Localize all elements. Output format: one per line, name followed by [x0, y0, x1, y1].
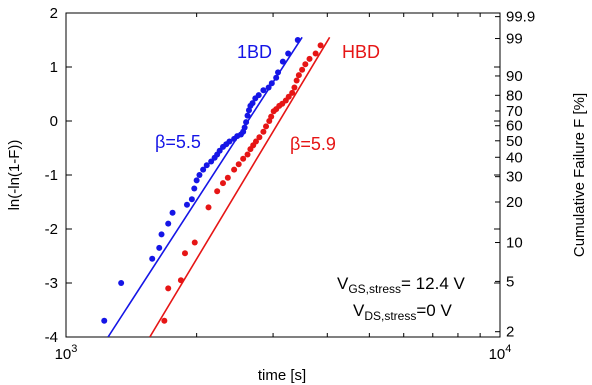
- data-point-HBD: [268, 113, 275, 120]
- data-point-HBD: [191, 239, 198, 246]
- data-point-1BD: [188, 196, 195, 203]
- data-point-HBD: [306, 55, 313, 62]
- data-point-HBD: [177, 277, 184, 284]
- data-point-HBD: [263, 123, 270, 130]
- series-1BD: [101, 36, 303, 337]
- y-axis-label-left: ln(-ln(1-F)): [6, 140, 23, 211]
- x-tick-label: 103: [55, 343, 78, 363]
- data-point-1BD: [275, 69, 282, 76]
- data-point-HBD: [299, 66, 306, 73]
- data-point-HBD: [165, 285, 172, 292]
- data-point-HBD: [252, 138, 259, 145]
- data-point-1BD: [200, 166, 207, 173]
- vds-condition: VDS,stress=0 V: [353, 301, 452, 323]
- vgs-condition: VGS,stress= 12.4 V: [337, 274, 465, 296]
- series-label-1bd: 1BD: [237, 42, 272, 62]
- x-tick-label: 104: [489, 343, 512, 363]
- fit-line-HBD: [149, 36, 331, 337]
- data-point-HBD: [260, 128, 267, 135]
- data-point-HBD: [317, 42, 324, 49]
- data-point-HBD: [295, 72, 302, 79]
- data-point-HBD: [289, 89, 296, 96]
- series-label-hbd: HBD: [342, 42, 380, 62]
- data-point-1BD: [191, 185, 198, 192]
- right-tick-label: 40: [506, 149, 523, 166]
- y-tick-label: 0: [50, 113, 58, 130]
- data-point-HBD: [161, 317, 168, 324]
- data-point-1BD: [183, 201, 190, 208]
- right-tick-label: 99: [506, 31, 523, 48]
- data-point-HBD: [224, 174, 231, 181]
- data-point-1BD: [241, 124, 248, 131]
- y-axis-label-right: Cumulative Failure F [%]: [571, 93, 588, 257]
- data-point-1BD: [158, 231, 165, 238]
- data-point-1BD: [294, 37, 301, 43]
- y-tick-label: -2: [45, 221, 58, 238]
- right-tick-label: 99.9: [506, 9, 535, 26]
- y-tick-label: 2: [50, 5, 58, 22]
- series-HBD: [149, 36, 331, 337]
- right-tick-label: 90: [506, 68, 523, 85]
- data-point-1BD: [273, 74, 280, 81]
- right-tick-label: 20: [506, 194, 523, 211]
- data-point-HBD: [214, 188, 221, 195]
- data-point-1BD: [279, 58, 286, 65]
- right-tick-label: 80: [506, 87, 523, 104]
- data-point-1BD: [243, 119, 250, 126]
- right-tick-label: 10: [506, 235, 523, 252]
- right-tick-label: 50: [506, 133, 523, 150]
- data-point-1BD: [169, 209, 176, 216]
- data-point-HBD: [240, 155, 247, 162]
- y-tick-label: -3: [45, 275, 58, 292]
- data-point-HBD: [291, 84, 298, 91]
- data-point-1BD: [149, 255, 156, 262]
- data-point-1BD: [255, 92, 262, 99]
- data-point-1BD: [193, 177, 200, 184]
- right-tick-label: 2: [506, 324, 514, 341]
- right-tick-label: 70: [506, 103, 523, 120]
- data-point-1BD: [196, 172, 203, 178]
- data-point-1BD: [249, 100, 256, 107]
- x-axis-label: time [s]: [258, 367, 306, 384]
- data-point-HBD: [231, 166, 238, 173]
- data-point-HBD: [256, 134, 263, 141]
- series-layer: [101, 36, 331, 337]
- data-point-1BD: [203, 162, 210, 169]
- data-point-HBD: [302, 61, 309, 68]
- data-point-HBD: [205, 204, 212, 211]
- data-point-1BD: [244, 112, 251, 119]
- data-point-1BD: [208, 158, 215, 165]
- y-tick-label: -1: [45, 167, 58, 184]
- data-point-HBD: [244, 151, 251, 158]
- data-point-1BD: [265, 84, 272, 91]
- data-point-1BD: [101, 317, 108, 324]
- data-point-1BD: [260, 87, 267, 94]
- data-point-HBD: [181, 250, 188, 257]
- data-point-1BD: [268, 80, 275, 87]
- data-point-HBD: [235, 161, 242, 168]
- data-point-1BD: [165, 220, 172, 227]
- data-point-HBD: [293, 77, 300, 84]
- data-point-1BD: [118, 280, 125, 286]
- right-tick-label: 30: [506, 169, 523, 186]
- right-tick-label: 5: [506, 273, 514, 290]
- data-point-1BD: [285, 50, 292, 57]
- data-point-HBD: [219, 180, 226, 187]
- data-point-HBD: [312, 50, 319, 57]
- annotations: time [s] ln(-ln(1-F)) Cumulative Failure…: [6, 42, 588, 384]
- data-point-1BD: [226, 138, 233, 145]
- y-tick-label: 1: [50, 59, 58, 76]
- beta-label-hbd: β=5.9: [290, 134, 336, 154]
- y-tick-label: -4: [45, 329, 58, 346]
- right-tick-label: 60: [506, 118, 523, 135]
- data-point-1BD: [156, 244, 163, 251]
- beta-label-1bd: β=5.5: [155, 132, 201, 152]
